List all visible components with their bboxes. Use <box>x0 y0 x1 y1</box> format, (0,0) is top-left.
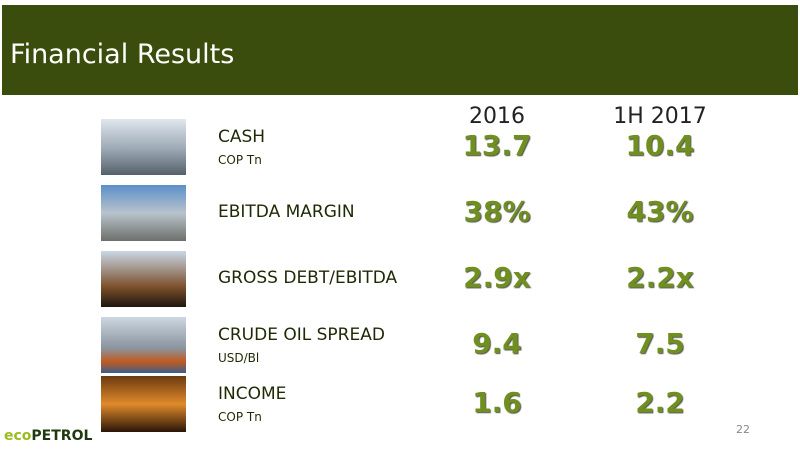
logo: ecoPETROL <box>4 428 92 444</box>
value-cell: 43% <box>626 195 694 228</box>
row-image <box>101 317 186 373</box>
value-cell: 2.2 <box>635 386 685 419</box>
row-label: CASH <box>218 127 266 147</box>
value-cell: 10.4 <box>625 129 695 162</box>
value-cell: 38% <box>463 195 531 228</box>
row-label: CRUDE OIL SPREAD <box>218 325 385 345</box>
slide-title: Financial Results <box>10 39 235 70</box>
row-label: GROSS DEBT/EBITDA <box>218 268 398 288</box>
row-unit: COP Tn <box>218 153 262 167</box>
logo-text: PETROL <box>31 428 93 444</box>
column-header: 2016 <box>469 104 525 129</box>
row-image <box>101 185 186 241</box>
value-cell: 2.2x <box>626 261 694 294</box>
row-image <box>101 251 186 307</box>
logo-text: eco <box>4 428 32 444</box>
value-cell: 7.5 <box>635 327 685 360</box>
value-cell: 9.4 <box>472 327 522 360</box>
row-label: INCOME <box>218 384 287 404</box>
row-image <box>101 376 186 432</box>
value-cell: 1.6 <box>472 386 522 419</box>
value-cell: 2.9x <box>463 261 531 294</box>
header-bar: Financial Results <box>2 5 798 95</box>
row-image <box>101 119 186 175</box>
row-label: EBITDA MARGIN <box>218 202 355 222</box>
column-header: 1H 2017 <box>613 104 707 129</box>
value-cell: 13.7 <box>462 129 532 162</box>
row-unit: COP Tn <box>218 410 262 424</box>
row-unit: USD/Bl <box>218 351 260 365</box>
page-number: 22 <box>736 423 750 436</box>
